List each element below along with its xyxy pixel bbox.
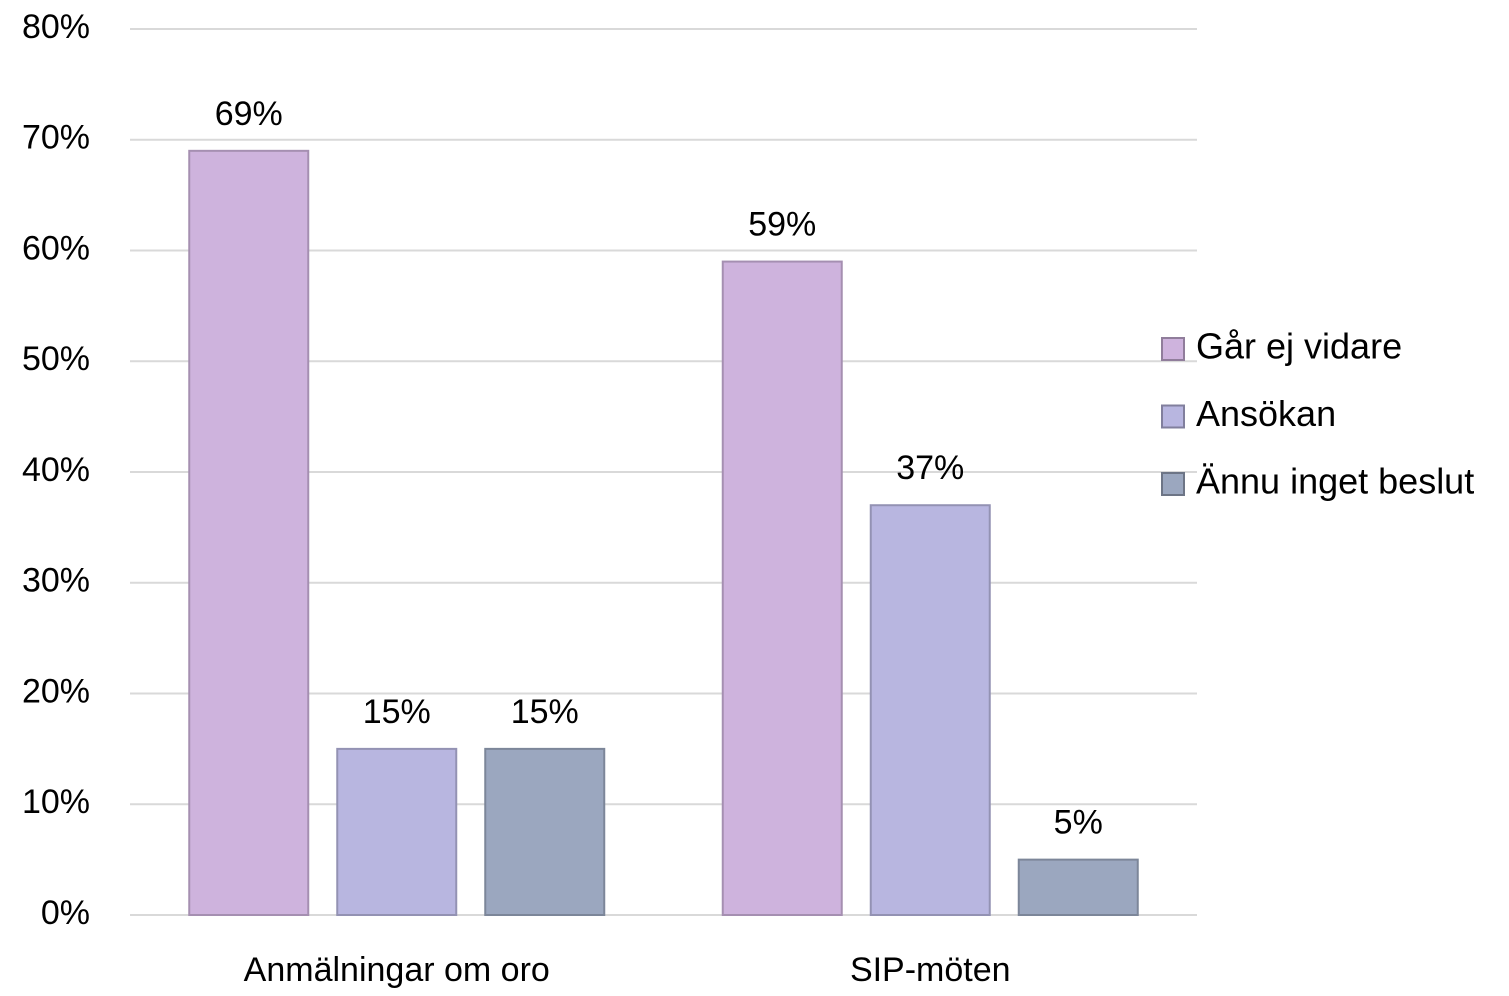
legend-swatch: [1161, 472, 1185, 496]
legend-label: Ännu inget beslut: [1196, 461, 1474, 502]
value-label: 69%: [215, 95, 283, 133]
x-tick-label: SIP-möten: [850, 951, 1011, 989]
y-tick-label: 0%: [41, 894, 90, 932]
y-tick-label: 80%: [22, 8, 90, 46]
y-tick-label: 10%: [22, 783, 90, 821]
value-label: 15%: [363, 693, 431, 731]
bar: [869, 504, 991, 916]
value-label: 5%: [1054, 804, 1103, 842]
value-label: 15%: [511, 693, 579, 731]
value-label: 59%: [748, 206, 816, 244]
y-tick-label: 50%: [22, 340, 90, 378]
legend: Går ej vidare Ansökan Ännu inget beslut: [1161, 326, 1474, 502]
legend-swatch: [1161, 337, 1185, 361]
bar: [188, 149, 310, 916]
y-tick-label: 70%: [22, 119, 90, 157]
value-label: 37%: [896, 449, 964, 487]
y-tick-label: 20%: [22, 672, 90, 710]
legend-label: Går ej vidare: [1196, 326, 1402, 367]
legend-swatch: [1161, 404, 1185, 429]
bar: [721, 260, 843, 916]
bar: [336, 747, 458, 916]
x-tick-label: Anmälningar om oro: [244, 951, 550, 989]
y-tick-label: 60%: [22, 229, 90, 267]
y-tick-label: 30%: [22, 562, 90, 600]
bar: [484, 747, 606, 916]
legend-label: Ansökan: [1196, 393, 1336, 434]
y-tick-label: 40%: [22, 451, 90, 489]
bar: [1017, 858, 1139, 916]
